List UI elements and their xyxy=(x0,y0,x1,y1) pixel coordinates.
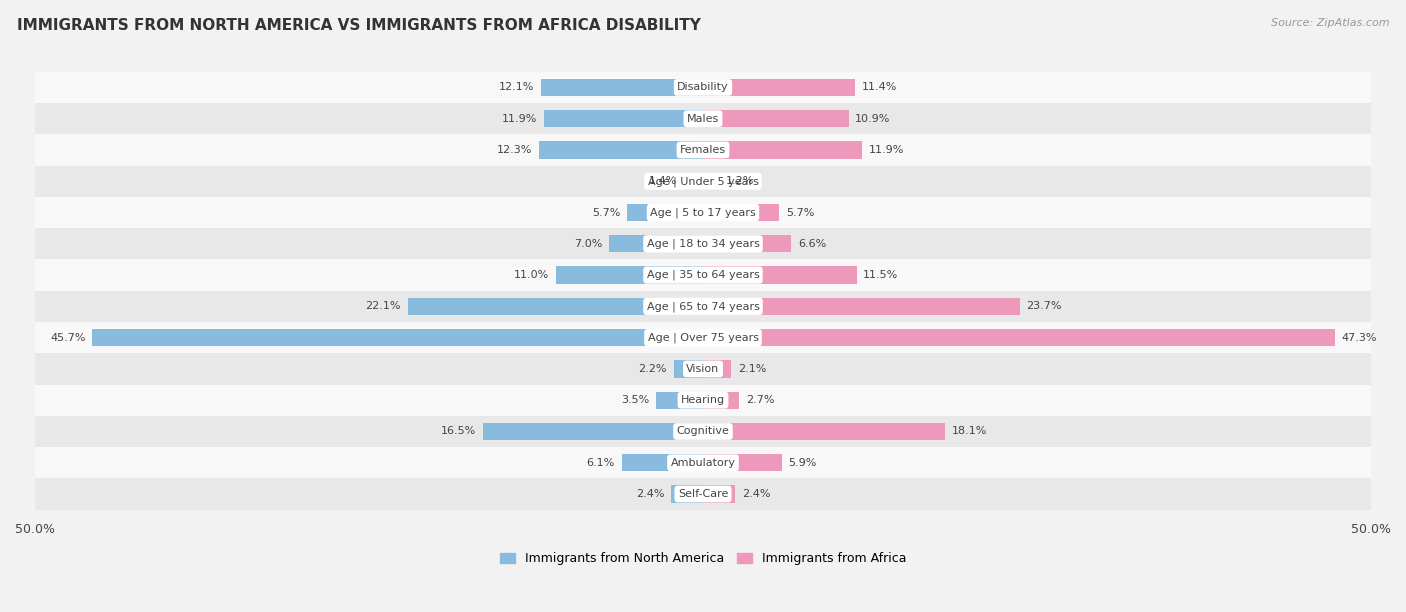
Bar xyxy=(703,141,862,159)
Bar xyxy=(538,141,703,159)
Bar xyxy=(703,329,1334,346)
Text: 2.2%: 2.2% xyxy=(638,364,666,374)
Bar xyxy=(703,298,1019,315)
Text: 2.7%: 2.7% xyxy=(745,395,775,405)
Bar xyxy=(627,204,703,221)
Text: 3.5%: 3.5% xyxy=(621,395,650,405)
Bar xyxy=(703,485,735,502)
Text: 18.1%: 18.1% xyxy=(952,427,987,436)
Text: 23.7%: 23.7% xyxy=(1026,301,1062,312)
Bar xyxy=(35,259,1371,291)
Bar xyxy=(35,135,1371,166)
Bar xyxy=(555,266,703,284)
Bar xyxy=(609,235,703,252)
Text: 12.3%: 12.3% xyxy=(496,145,531,155)
Text: 2.1%: 2.1% xyxy=(738,364,766,374)
Bar xyxy=(482,423,703,440)
Text: 45.7%: 45.7% xyxy=(51,333,86,343)
Legend: Immigrants from North America, Immigrants from Africa: Immigrants from North America, Immigrant… xyxy=(495,547,911,570)
Bar xyxy=(673,360,703,378)
Bar xyxy=(35,479,1371,510)
Bar xyxy=(703,423,945,440)
Bar xyxy=(703,454,782,471)
Bar xyxy=(703,79,855,96)
Text: Vision: Vision xyxy=(686,364,720,374)
Bar xyxy=(544,110,703,127)
Text: Age | 18 to 34 years: Age | 18 to 34 years xyxy=(647,239,759,249)
Text: 11.5%: 11.5% xyxy=(863,270,898,280)
Text: 22.1%: 22.1% xyxy=(366,301,401,312)
Text: 5.7%: 5.7% xyxy=(786,207,814,217)
Text: 11.9%: 11.9% xyxy=(502,114,537,124)
Text: 7.0%: 7.0% xyxy=(575,239,603,249)
Text: Hearing: Hearing xyxy=(681,395,725,405)
Text: 16.5%: 16.5% xyxy=(440,427,475,436)
Bar xyxy=(35,353,1371,384)
Text: 6.6%: 6.6% xyxy=(797,239,827,249)
Bar xyxy=(621,454,703,471)
Text: 1.2%: 1.2% xyxy=(725,176,754,186)
Text: Age | Under 5 years: Age | Under 5 years xyxy=(648,176,758,187)
Bar xyxy=(35,447,1371,479)
Bar xyxy=(703,392,740,409)
Text: 6.1%: 6.1% xyxy=(586,458,614,468)
Bar xyxy=(35,416,1371,447)
Text: 5.7%: 5.7% xyxy=(592,207,620,217)
Text: 5.9%: 5.9% xyxy=(789,458,817,468)
Bar xyxy=(703,173,718,190)
Bar xyxy=(657,392,703,409)
Bar xyxy=(35,103,1371,135)
Bar xyxy=(35,72,1371,103)
Bar xyxy=(93,329,703,346)
Bar xyxy=(35,166,1371,197)
Text: Cognitive: Cognitive xyxy=(676,427,730,436)
Text: Disability: Disability xyxy=(678,83,728,92)
Bar xyxy=(671,485,703,502)
Bar xyxy=(35,291,1371,322)
Bar xyxy=(703,360,731,378)
Text: Age | 5 to 17 years: Age | 5 to 17 years xyxy=(650,207,756,218)
Text: Source: ZipAtlas.com: Source: ZipAtlas.com xyxy=(1271,18,1389,28)
Text: Age | 35 to 64 years: Age | 35 to 64 years xyxy=(647,270,759,280)
Text: 1.4%: 1.4% xyxy=(650,176,678,186)
Bar xyxy=(703,266,856,284)
Text: Self-Care: Self-Care xyxy=(678,489,728,499)
Bar xyxy=(685,173,703,190)
Text: 2.4%: 2.4% xyxy=(636,489,664,499)
Text: IMMIGRANTS FROM NORTH AMERICA VS IMMIGRANTS FROM AFRICA DISABILITY: IMMIGRANTS FROM NORTH AMERICA VS IMMIGRA… xyxy=(17,18,700,34)
Bar xyxy=(408,298,703,315)
Text: Males: Males xyxy=(688,114,718,124)
Text: Females: Females xyxy=(681,145,725,155)
Text: 11.9%: 11.9% xyxy=(869,145,904,155)
Text: 11.0%: 11.0% xyxy=(515,270,550,280)
Bar xyxy=(703,204,779,221)
Bar xyxy=(35,197,1371,228)
Bar xyxy=(35,228,1371,259)
Text: 12.1%: 12.1% xyxy=(499,83,534,92)
Text: 47.3%: 47.3% xyxy=(1341,333,1376,343)
Text: 11.4%: 11.4% xyxy=(862,83,897,92)
Bar xyxy=(541,79,703,96)
Bar xyxy=(35,322,1371,353)
Text: Ambulatory: Ambulatory xyxy=(671,458,735,468)
Text: 10.9%: 10.9% xyxy=(855,114,890,124)
Text: Age | 65 to 74 years: Age | 65 to 74 years xyxy=(647,301,759,312)
Text: 2.4%: 2.4% xyxy=(742,489,770,499)
Bar xyxy=(703,235,792,252)
Text: Age | Over 75 years: Age | Over 75 years xyxy=(648,332,758,343)
Bar xyxy=(35,384,1371,416)
Bar xyxy=(703,110,849,127)
